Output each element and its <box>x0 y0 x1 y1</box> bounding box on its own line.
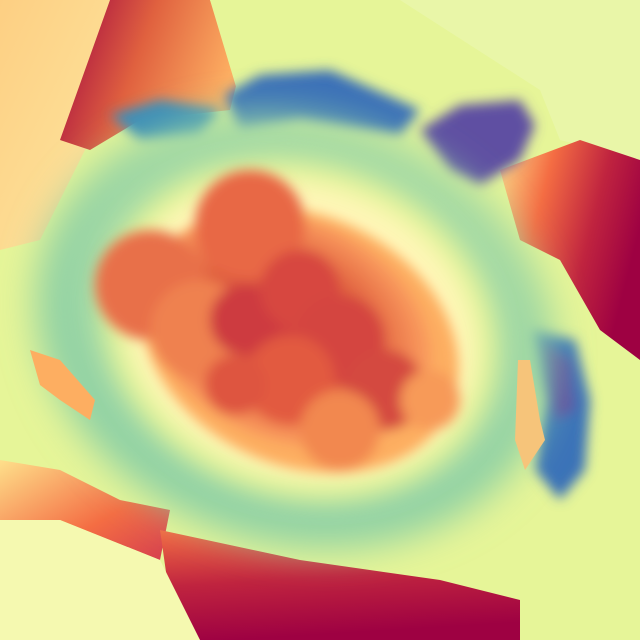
right-stripe <box>515 360 545 470</box>
left-stripe <box>30 350 95 420</box>
central-warm-blob <box>95 170 460 474</box>
